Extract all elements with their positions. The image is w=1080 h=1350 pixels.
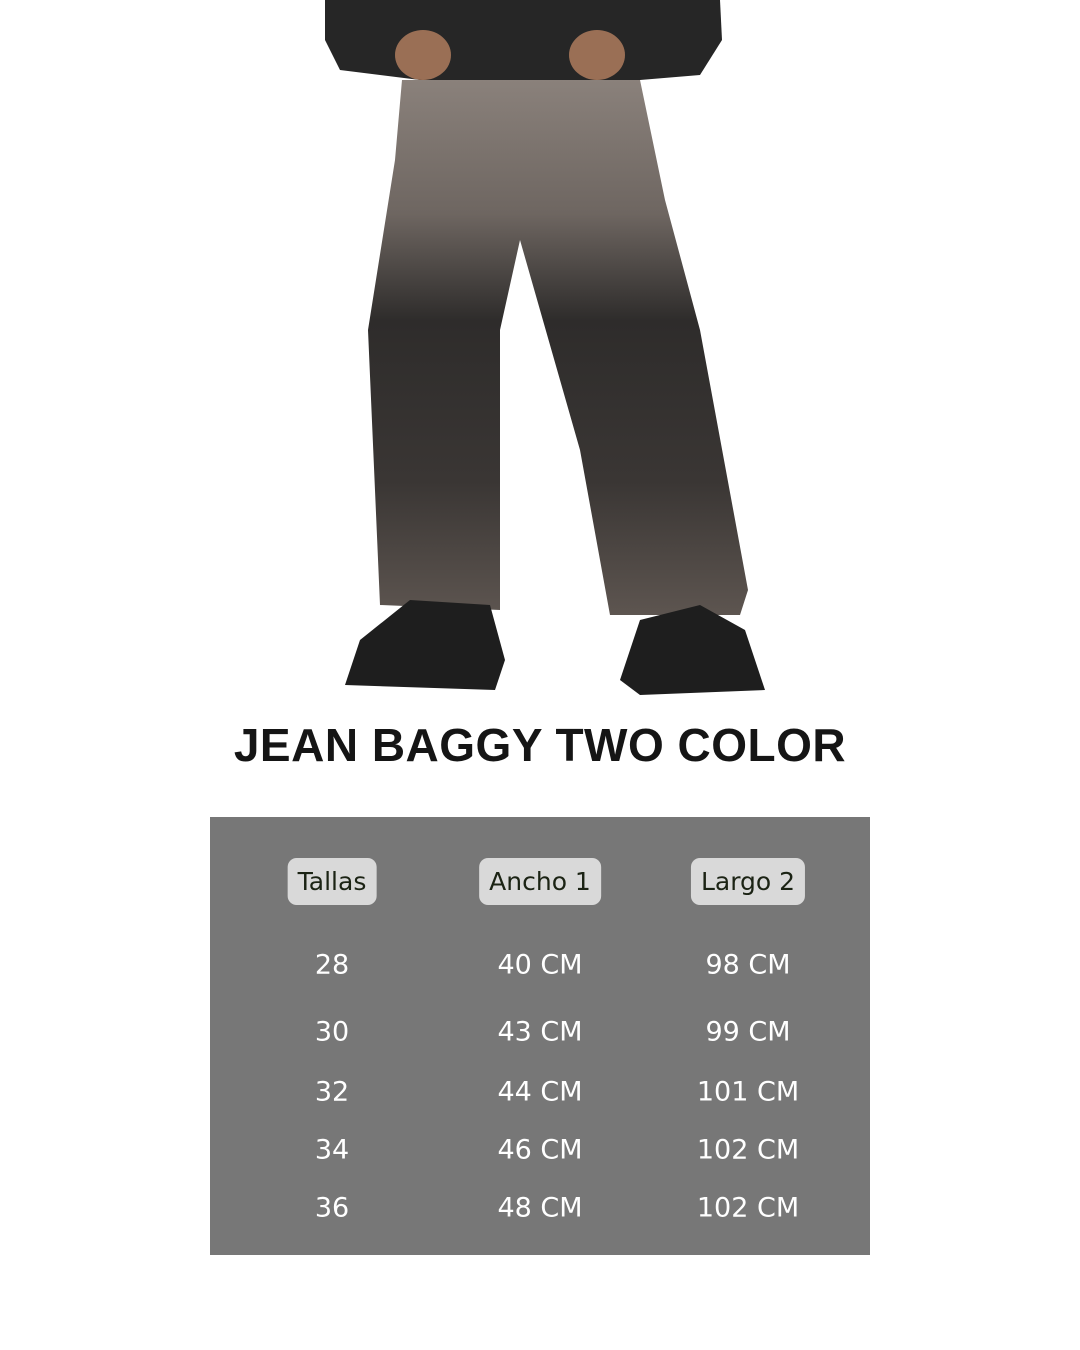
header-tallas: Tallas [287, 858, 377, 905]
length-cell: 101 CM [696, 1076, 800, 1108]
header-largo: Largo 2 [690, 858, 806, 905]
length-cell: 102 CM [696, 1192, 800, 1224]
product-title: JEAN BAGGY TWO COLOR [233, 719, 847, 771]
length-cell: 99 CM [705, 1016, 791, 1048]
size-cell: 28 [314, 949, 350, 981]
width-cell: 40 CM [497, 949, 583, 981]
product-photo-baggy-jeans [325, 0, 765, 695]
size-cell: 32 [314, 1076, 350, 1108]
size-cell: 30 [314, 1016, 350, 1048]
size-cell: 36 [314, 1192, 350, 1224]
length-cell: 102 CM [696, 1134, 800, 1166]
length-cell: 98 CM [705, 949, 791, 981]
width-cell: 44 CM [497, 1076, 583, 1108]
size-chart-table: Tallas Ancho 1 Largo 2 28 40 CM 98 CM 30 43 CM 9… [210, 817, 870, 1255]
width-cell: 48 CM [497, 1192, 583, 1224]
size-cell: 34 [314, 1134, 350, 1166]
header-ancho: Ancho 1 [479, 858, 601, 905]
width-cell: 43 CM [497, 1016, 583, 1048]
width-cell: 46 CM [497, 1134, 583, 1166]
